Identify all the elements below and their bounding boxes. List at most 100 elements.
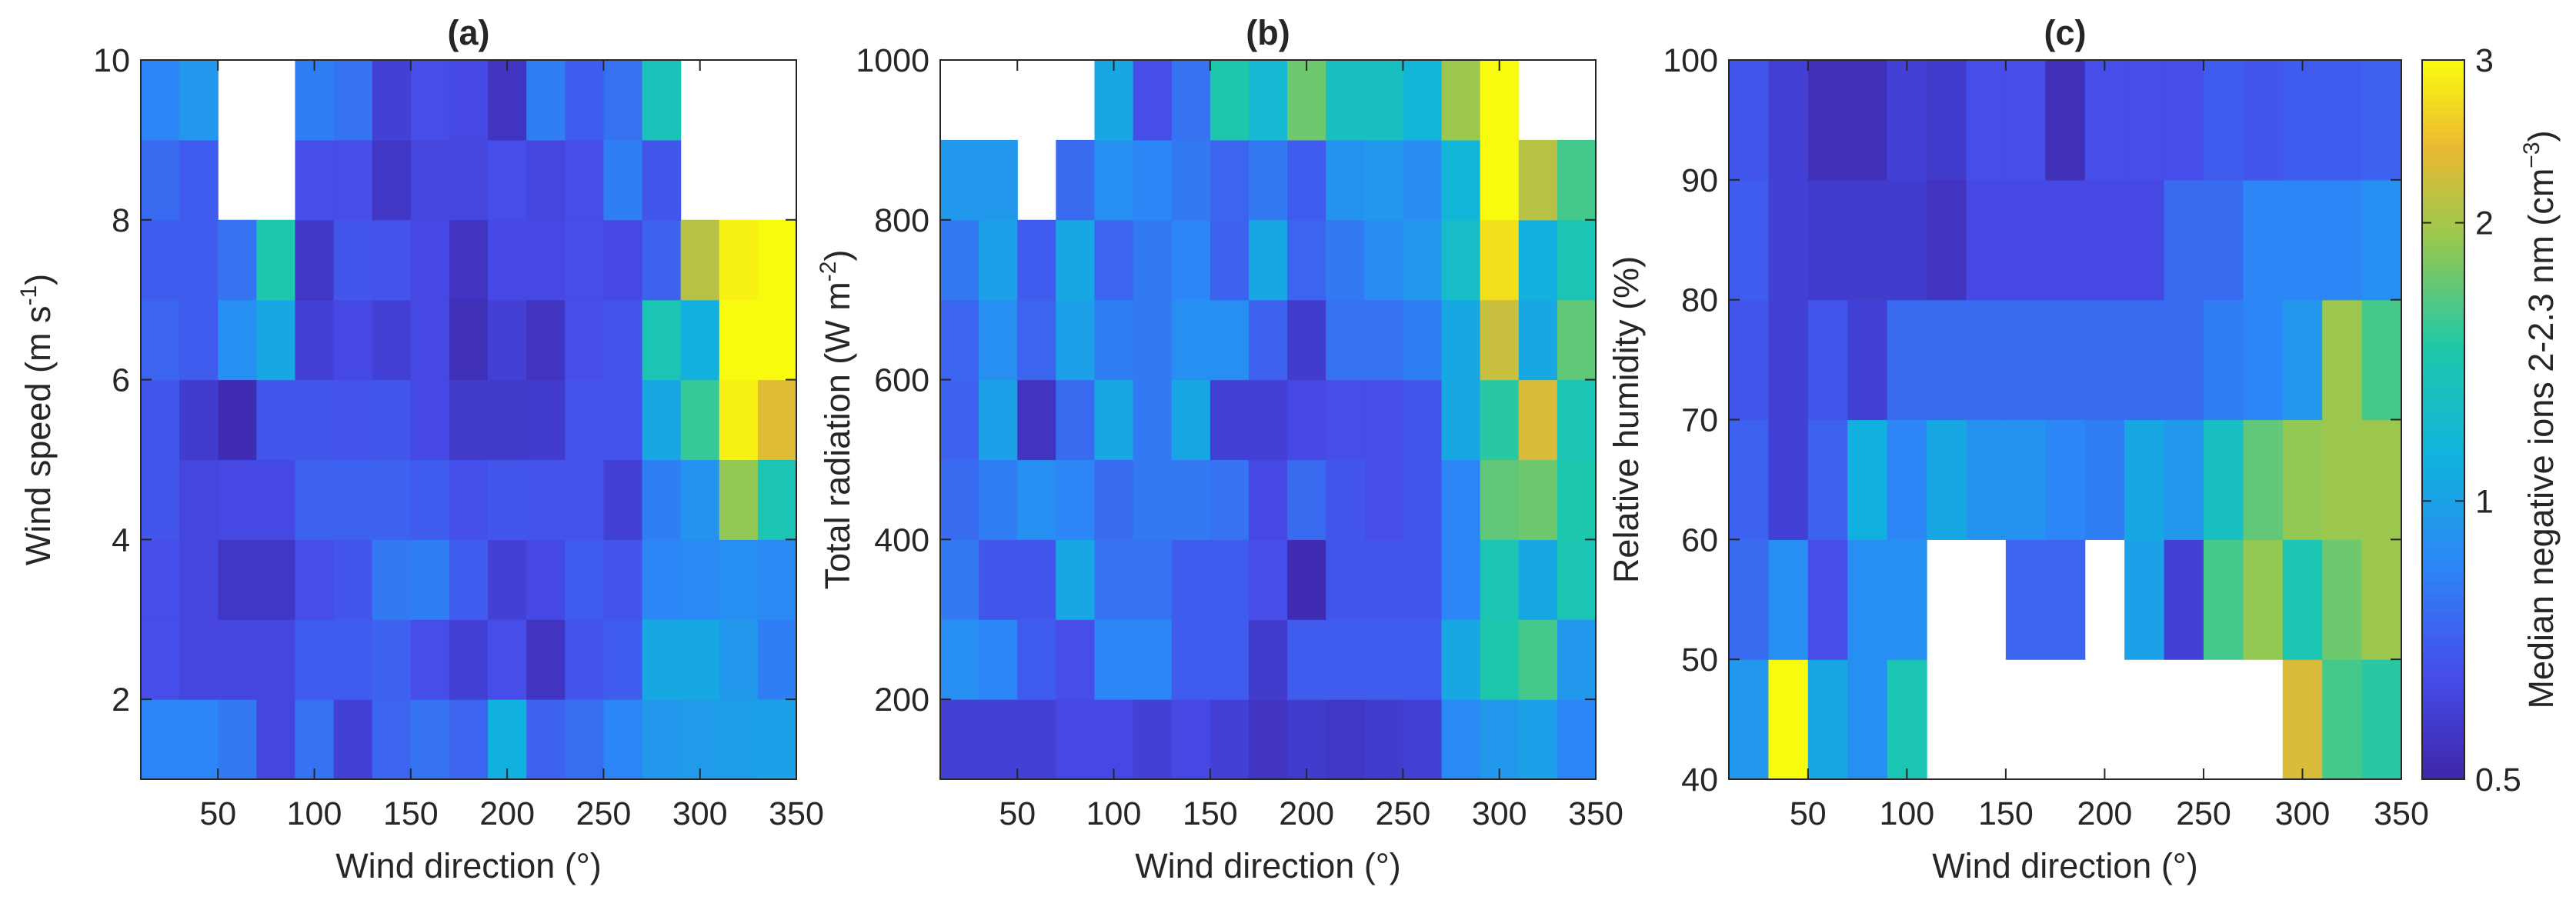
heatmap-cell xyxy=(333,619,373,700)
heatmap-cell xyxy=(295,539,335,620)
heatmap-cell xyxy=(218,379,257,461)
heatmap-cell xyxy=(757,459,797,540)
colorbar-segment xyxy=(2422,743,2464,750)
heatmap-cell xyxy=(1441,539,1481,620)
colorbar-segment xyxy=(2422,485,2464,492)
heatmap-cell xyxy=(526,60,566,141)
heatmap-cell xyxy=(979,619,1018,700)
heatmap-cell xyxy=(1480,459,1520,540)
heatmap-cell xyxy=(372,619,412,700)
heatmap-cell xyxy=(757,619,797,700)
colorbar-tick-label: 1 xyxy=(2475,483,2494,520)
heatmap-cell xyxy=(141,219,180,301)
heatmap-cell xyxy=(2322,299,2363,421)
y-axis-label-main: Total radiation (W m xyxy=(818,282,857,589)
colorbar-segment xyxy=(2422,563,2464,571)
colorbar-segment xyxy=(2422,599,2464,606)
heatmap-cell xyxy=(2203,299,2244,421)
heatmap-cell xyxy=(2164,419,2204,540)
heatmap-cell xyxy=(979,459,1018,540)
colorbar-segment xyxy=(2422,228,2464,235)
heatmap-cell xyxy=(1403,379,1443,461)
heatmap-cell xyxy=(179,699,219,780)
heatmap-cell xyxy=(1364,60,1404,141)
heatmap-cell xyxy=(1094,699,1134,780)
colorbar-segment xyxy=(2422,503,2464,511)
colorbar-segment xyxy=(2422,719,2464,726)
heatmap-cell xyxy=(1364,219,1404,301)
colorbar-segment xyxy=(2422,605,2464,612)
heatmap-cell xyxy=(2124,299,2165,421)
heatmap-cell xyxy=(1768,419,1809,540)
heatmap-cell xyxy=(1441,299,1481,381)
heatmap-cell xyxy=(410,60,450,141)
heatmap-cell xyxy=(603,219,643,301)
heatmap-cell xyxy=(1287,619,1326,700)
heatmap-cell xyxy=(642,139,682,221)
heatmap-cell xyxy=(1887,60,1927,181)
heatmap-cell xyxy=(333,459,373,540)
heatmap-cell xyxy=(1807,539,1848,660)
heatmap-cell xyxy=(2322,60,2363,181)
colorbar-segment xyxy=(2422,389,2464,397)
heatmap-cell xyxy=(526,299,566,381)
heatmap-cell xyxy=(410,459,450,540)
y-tick-label: 8 xyxy=(112,202,130,239)
heatmap-cell xyxy=(1326,459,1365,540)
heatmap-cell xyxy=(1210,539,1250,620)
y-axis-label-exponent: -2 xyxy=(816,262,841,282)
heatmap-cell xyxy=(1094,139,1134,221)
x-tick-label: 50 xyxy=(1790,795,1827,832)
heatmap-cell xyxy=(2124,60,2165,181)
y-axis-label: Total radiation (W m-2) xyxy=(816,250,857,590)
heatmap-cell xyxy=(141,379,180,461)
heatmap-cell xyxy=(2084,179,2125,301)
heatmap-cell xyxy=(295,60,335,141)
heatmap-cell xyxy=(141,60,180,141)
heatmap-cells xyxy=(940,60,1597,780)
heatmap-cell xyxy=(1768,299,1809,421)
heatmap-cell xyxy=(1403,139,1443,221)
heatmap-cell xyxy=(1403,60,1443,141)
heatmap-cell xyxy=(1133,699,1173,780)
colorbar-segment xyxy=(2422,767,2464,775)
colorbar-segment xyxy=(2422,581,2464,588)
colorbar-segment xyxy=(2422,617,2464,625)
colorbar-segment xyxy=(2422,359,2464,367)
colorbar-segment xyxy=(2422,497,2464,505)
colorbar-segment xyxy=(2422,132,2464,139)
colorbar-segment xyxy=(2422,78,2464,85)
x-tick-label: 250 xyxy=(2176,795,2231,832)
colorbar-segment xyxy=(2422,318,2464,325)
heatmap-cell xyxy=(488,459,527,540)
heatmap-cell xyxy=(940,299,979,381)
colorbar-label-main: Median negative ions 2-2.3 nm (cm xyxy=(2521,168,2561,709)
heatmap-cell xyxy=(1094,459,1134,540)
heatmap-cell xyxy=(2164,179,2204,301)
heatmap-cell xyxy=(1133,139,1173,221)
heatmap-cell xyxy=(565,139,605,221)
heatmap-cell xyxy=(2282,60,2323,181)
colorbar-segment xyxy=(2422,635,2464,642)
heatmap-cell xyxy=(603,299,643,381)
heatmap-cell xyxy=(488,139,527,221)
colorbar-segment xyxy=(2422,179,2464,187)
heatmap-cell xyxy=(1287,139,1326,221)
heatmap-cell xyxy=(410,379,450,461)
colorbar-segment xyxy=(2422,233,2464,241)
heatmap-cell xyxy=(449,60,489,141)
heatmap-cell xyxy=(488,539,527,620)
heatmap-cell xyxy=(2124,539,2165,660)
heatmap-cell xyxy=(1557,219,1597,301)
heatmap-cell xyxy=(1729,299,1770,421)
heatmap-cell xyxy=(179,539,219,620)
heatmap-cell xyxy=(1480,219,1520,301)
heatmap-cell xyxy=(372,459,412,540)
heatmap-cell xyxy=(2005,60,2046,181)
heatmap-cell xyxy=(179,139,219,221)
heatmap-cell xyxy=(1729,179,1770,301)
y-tick-label: 800 xyxy=(874,202,929,239)
heatmap-cell xyxy=(2361,539,2402,660)
heatmap-cell xyxy=(1171,60,1211,141)
heatmap-cell xyxy=(333,699,373,780)
